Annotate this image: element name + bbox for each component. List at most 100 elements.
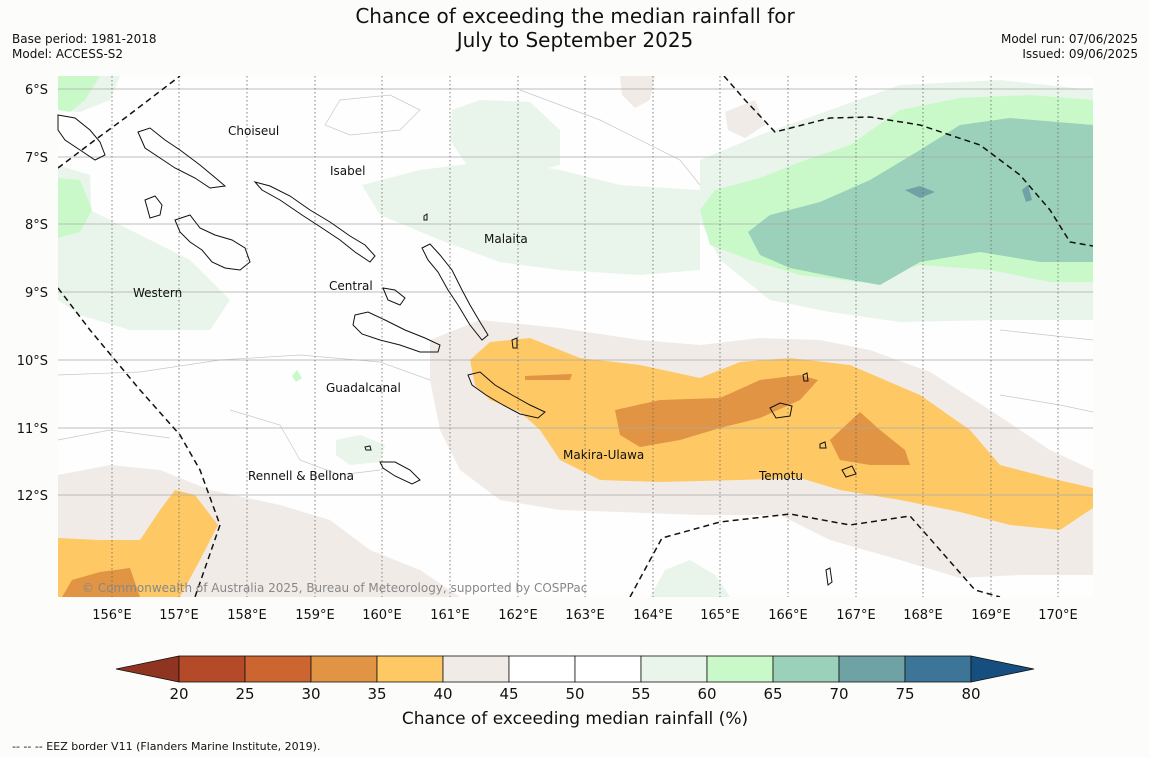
- latitude-gridlines: [58, 88, 1093, 496]
- island-makira: [467, 371, 546, 419]
- lon-label: 157°E: [159, 608, 199, 623]
- model-run: Model run: 07/06/2025: [1000, 32, 1138, 46]
- shade-60-65-nw: [58, 76, 100, 112]
- island-western-small: [144, 195, 163, 219]
- tiny-green-speck: [292, 370, 302, 382]
- lon-label: 164°E: [633, 608, 673, 623]
- shade-35-40-sw: [58, 490, 218, 597]
- issued-date: Issued: 09/06/2025: [1022, 47, 1138, 61]
- colorbar-box: [640, 655, 708, 683]
- colorbar: 20 25 30 35 40 45 50 55 60 65 70 75 80: [115, 655, 1035, 703]
- region-label-central: Central: [329, 279, 373, 293]
- longitude-gridlines: [111, 76, 1059, 597]
- colorbar-tick-label: 40: [433, 685, 452, 703]
- colorbar-tick-label: 25: [235, 685, 254, 703]
- lon-label: 165°E: [700, 608, 740, 623]
- lat-label: 12°S: [17, 489, 48, 504]
- shade-70-75-spot: [905, 186, 935, 198]
- island-florida: [382, 287, 406, 306]
- region-label-choiseul: Choiseul: [228, 124, 279, 138]
- lat-label: 7°S: [25, 151, 48, 166]
- title-line-1: Chance of exceeding the median rainfall …: [355, 4, 795, 28]
- lon-label: 156°E: [92, 608, 132, 623]
- colorbar-box: [310, 655, 378, 683]
- shade-55-60-central: [362, 160, 700, 275]
- colorbar-box: [244, 655, 312, 683]
- colorbar-box: [904, 655, 972, 683]
- region-label-western: Western: [133, 286, 182, 300]
- lon-label: 168°E: [903, 608, 943, 623]
- shade-30-35-small: [525, 374, 572, 380]
- island-ndeni: [769, 402, 793, 419]
- colorbar-tick-label: 75: [895, 685, 914, 703]
- title-line-2: July to September 2025: [456, 28, 694, 52]
- colorbar-title: Chance of exceeding median rainfall (%): [401, 709, 749, 729]
- region-label-temotu: Temotu: [758, 469, 803, 483]
- colorbar-tick-label: 65: [763, 685, 782, 703]
- shade-70-75-spot2: [1022, 185, 1032, 202]
- shade-30-35-east: [830, 412, 910, 465]
- island-nw: [57, 114, 106, 161]
- shade-35-40-band: [470, 338, 1093, 530]
- colorbar-tick-label: 70: [829, 685, 848, 703]
- base-period: Base period: 1981-2018: [12, 32, 157, 46]
- region-label-makira-ulawa: Makira-Ulawa: [563, 448, 644, 462]
- longitude-labels: 156°E 157°E 158°E 159°E 160°E 161°E 162°…: [92, 608, 1078, 623]
- region-label-rennell-bellona: Rennell & Bellona: [248, 469, 354, 483]
- shade-40-45-north: [620, 76, 655, 108]
- lon-label: 163°E: [565, 608, 605, 623]
- colorbar-tick-label: 50: [565, 685, 584, 703]
- island-temotu-b: [819, 441, 827, 449]
- island-islet-a: [511, 337, 518, 349]
- lat-label: 10°S: [17, 354, 48, 369]
- lon-label: 166°E: [768, 608, 808, 623]
- colorbar-tick-label: 30: [301, 685, 320, 703]
- island-islet-d: [423, 213, 428, 221]
- colorbar-box: [178, 655, 246, 683]
- colorbar-box: [574, 655, 642, 683]
- eez-border: [58, 76, 1093, 597]
- lon-label: 167°E: [836, 608, 876, 623]
- shade-55-60-south: [650, 560, 730, 597]
- colorbar-box: [508, 655, 576, 683]
- lon-label: 159°E: [295, 608, 335, 623]
- island-islet-b: [802, 372, 809, 382]
- lon-label: 161°E: [430, 608, 470, 623]
- colorbar-high-arrow: [970, 655, 1035, 683]
- colorbar-box: [838, 655, 906, 683]
- lat-label: 9°S: [25, 286, 48, 301]
- lat-label: 11°S: [17, 422, 48, 437]
- copyright-text: © Commonwealth of Australia 2025, Bureau…: [82, 581, 587, 595]
- lon-label: 158°E: [227, 608, 267, 623]
- shade-60-65-west: [58, 178, 92, 238]
- colorbar-boxes: [178, 655, 972, 683]
- colorbar-tick-label: 80: [961, 685, 980, 703]
- eez-footnote: -- -- -- EEZ border V11 (Flanders Marine…: [12, 740, 321, 753]
- colorbar-box: [706, 655, 774, 683]
- lon-label: 160°E: [362, 608, 402, 623]
- lon-label: 162°E: [498, 608, 538, 623]
- colorbar-tick-label: 45: [499, 685, 518, 703]
- shade-40-45-north2: [725, 100, 765, 138]
- island-isabel: [253, 181, 376, 263]
- lat-label: 8°S: [25, 218, 48, 233]
- island-choiseul: [137, 127, 227, 189]
- island-temotu-a: [841, 465, 857, 478]
- lat-label: 6°S: [25, 83, 48, 98]
- colorbar-tick-label: 60: [697, 685, 716, 703]
- colorbar-box: [442, 655, 510, 683]
- lon-label: 169°E: [971, 608, 1011, 623]
- colorbar-box: [772, 655, 840, 683]
- shade-30-35-sw: [62, 568, 140, 597]
- shade-30-35-core: [615, 375, 818, 447]
- island-south: [825, 567, 833, 586]
- island-malaita: [421, 243, 489, 341]
- colorbar-tick-label: 55: [631, 685, 650, 703]
- shade-55-60-upper: [450, 100, 560, 175]
- island-new-georgia: [174, 214, 251, 271]
- shade-55-60-west: [58, 205, 230, 330]
- island-guadalcanal: [352, 311, 441, 353]
- region-label-isabel: Isabel: [330, 164, 365, 178]
- contour-lines: [58, 89, 1093, 476]
